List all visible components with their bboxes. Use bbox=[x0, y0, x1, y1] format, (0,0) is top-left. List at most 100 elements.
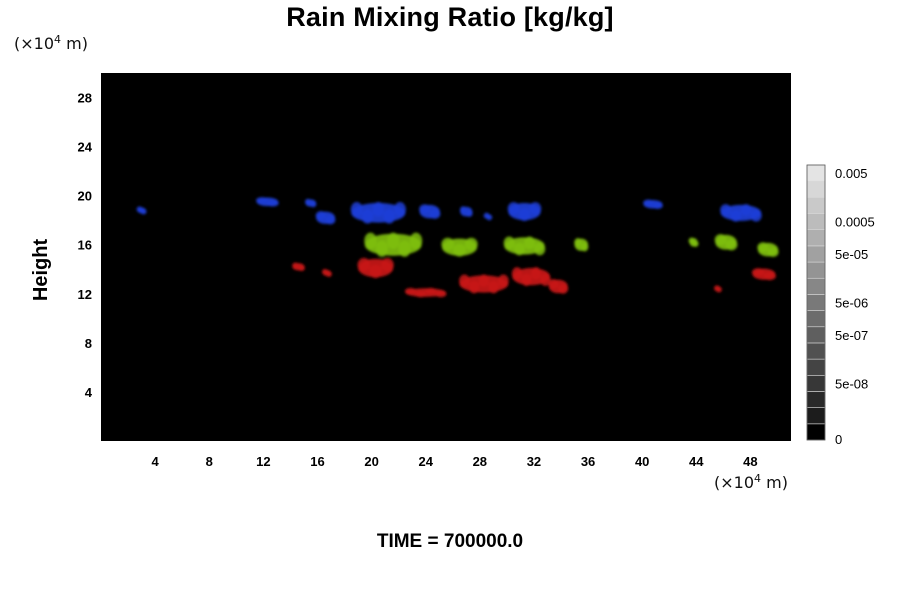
y-tick-label: 12 bbox=[78, 287, 92, 302]
rain-blob-lump bbox=[720, 204, 732, 217]
rain-blob-lump bbox=[394, 202, 406, 217]
y-unit-exponent: 4 bbox=[54, 33, 62, 46]
colorbar-segment bbox=[806, 391, 826, 408]
colorbar-segment bbox=[806, 213, 826, 231]
rain-blob-lump bbox=[398, 240, 411, 257]
rain-blob-lump bbox=[715, 286, 722, 293]
rain-blob-lump bbox=[548, 279, 559, 290]
x-tick-label: 40 bbox=[635, 454, 649, 469]
colorbar: 0 5e-08 5e-07 5e-06 5e-05 0.0005 0.005 bbox=[806, 164, 875, 447]
rain-blob-lump bbox=[361, 208, 374, 224]
x-unit-exponent: 4 bbox=[754, 472, 762, 485]
y-axis: 4 8 12 16 20 24 28 bbox=[78, 91, 93, 400]
rain-blob-lump bbox=[740, 204, 752, 217]
rain-blob-lump bbox=[757, 242, 769, 253]
rain-blob-lump bbox=[750, 209, 762, 222]
colorbar-segment bbox=[806, 261, 826, 279]
rain-blob-lump bbox=[459, 274, 470, 288]
colorbar-segment bbox=[806, 197, 826, 214]
rain-blob-lump bbox=[498, 274, 509, 288]
rain-blob-lump bbox=[478, 274, 490, 288]
colorbar-label: 5e-07 bbox=[835, 328, 868, 343]
rain-blob-lump bbox=[375, 240, 389, 257]
colorbar-segment bbox=[806, 358, 826, 376]
x-tick-label: 8 bbox=[206, 454, 213, 469]
rain-blob-lump bbox=[409, 232, 423, 250]
rain-blob-lump bbox=[380, 257, 394, 272]
x-tick-label: 32 bbox=[527, 454, 541, 469]
rain-blob-lump bbox=[266, 200, 279, 207]
x-unit-base: (×10 bbox=[714, 473, 755, 492]
rain-blob-lump bbox=[763, 271, 777, 281]
colorbar-segment bbox=[806, 229, 826, 247]
y-tick-label: 20 bbox=[78, 189, 92, 204]
y-tick-label: 4 bbox=[85, 385, 93, 400]
time-label: TIME = 700000.0 bbox=[376, 531, 524, 552]
colorbar-label: 5e-06 bbox=[835, 296, 868, 311]
x-unit-suffix: m) bbox=[761, 473, 788, 492]
x-tick-label: 24 bbox=[418, 454, 433, 469]
rain-blob-lump bbox=[425, 287, 437, 295]
colorbar-segment bbox=[806, 277, 826, 295]
rain-blob-lump bbox=[325, 215, 336, 225]
colorbar-segment bbox=[806, 180, 826, 198]
x-tick-label: 4 bbox=[152, 454, 160, 469]
colorbar-segment bbox=[806, 423, 826, 441]
rain-blob-lump bbox=[404, 287, 417, 295]
rain-blob-lump bbox=[429, 208, 441, 220]
colorbar-segment bbox=[806, 407, 826, 425]
y-axis-unit: (×104 m) bbox=[14, 33, 88, 53]
rain-blob-lump bbox=[767, 246, 779, 258]
rain-blob-lump bbox=[557, 283, 569, 294]
rain-blob-lump bbox=[507, 202, 520, 216]
rain-blob-lump bbox=[730, 209, 742, 222]
rain-blob-lump bbox=[140, 208, 147, 215]
plot-area bbox=[101, 73, 791, 441]
rain-blob-lump bbox=[540, 273, 551, 287]
rain-blob-lump bbox=[315, 211, 327, 221]
rain-blob-lump bbox=[325, 271, 332, 278]
rain-blob-lump bbox=[372, 202, 385, 217]
rain-blob-lump bbox=[305, 198, 311, 205]
rain-blob-lump bbox=[465, 209, 473, 218]
colorbar-label: 5e-08 bbox=[835, 376, 868, 391]
colorbar-segment bbox=[806, 326, 826, 344]
rain-blob-lump bbox=[350, 202, 363, 217]
rain-field bbox=[136, 197, 779, 298]
rain-blob-lump bbox=[580, 242, 589, 252]
colorbar-segment bbox=[806, 374, 826, 392]
x-tick-label: 20 bbox=[364, 454, 378, 469]
rain-blob-lump bbox=[574, 237, 582, 248]
rain-blob-lump bbox=[441, 237, 455, 251]
x-tick-label: 28 bbox=[473, 454, 487, 469]
rain-blob-lump bbox=[725, 239, 738, 251]
y-tick-label: 24 bbox=[78, 140, 93, 155]
rain-blob-lump bbox=[364, 232, 377, 250]
colorbar-segment bbox=[806, 164, 826, 182]
rain-blob-lump bbox=[464, 237, 478, 251]
rain-blob-lump bbox=[530, 267, 542, 281]
colorbar-label: 0.005 bbox=[835, 166, 868, 181]
y-unit-base: (×10 bbox=[14, 34, 55, 53]
x-axis-unit: (×104 m) bbox=[714, 472, 788, 492]
rain-blob-lump bbox=[369, 264, 383, 279]
rain-blob-lump bbox=[453, 243, 466, 257]
rain-blob-lump bbox=[511, 267, 523, 281]
rain-blob-lump bbox=[521, 273, 532, 287]
rain-blob-lump bbox=[751, 268, 765, 277]
rain-blob-lump bbox=[652, 202, 663, 209]
y-tick-label: 8 bbox=[85, 336, 92, 351]
rain-blob-lump bbox=[459, 206, 467, 214]
y-tick-label: 28 bbox=[78, 91, 92, 106]
rain-blob-lump bbox=[415, 290, 427, 298]
rain-blob-lump bbox=[714, 234, 727, 246]
x-tick-label: 44 bbox=[689, 454, 704, 469]
rain-blob-lump bbox=[386, 232, 400, 250]
rain-blob-lump bbox=[488, 280, 499, 294]
chart-title: Rain Mixing Ratio [kg/kg] bbox=[286, 2, 614, 32]
y-unit-suffix: m) bbox=[61, 34, 88, 53]
rain-blob-lump bbox=[357, 257, 371, 272]
rain-blob-lump bbox=[643, 199, 654, 206]
rain-blob-lump bbox=[419, 204, 431, 215]
colorbar-frame bbox=[806, 164, 826, 441]
